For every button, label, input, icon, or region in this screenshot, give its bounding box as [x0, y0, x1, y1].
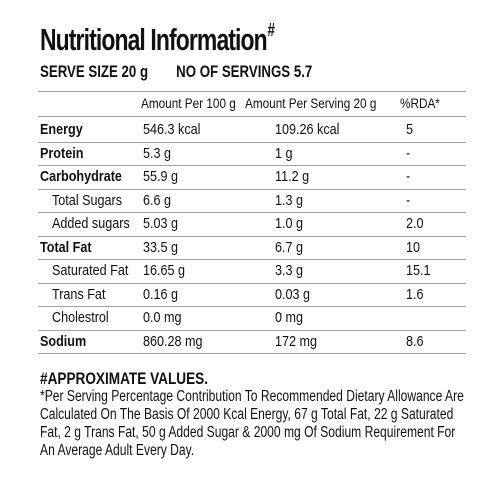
footnote-line: *Per Serving Percentage Contribution To …	[40, 388, 464, 405]
amount-per-100g: 5.03 g	[143, 215, 179, 232]
header-per-serving: Amount Per Serving 20 g	[245, 95, 377, 111]
amount-per-100g: 6.6 g	[143, 191, 172, 209]
amount-per-serving: 6.7 g	[275, 238, 304, 256]
amount-per-serving: 1.3 g	[275, 191, 304, 209]
nutrient-name: Cholestrol	[52, 309, 109, 326]
amount-per-serving: 11.2 g	[275, 168, 310, 185]
nutrient-name: Trans Fat	[52, 285, 106, 303]
table-rule	[38, 306, 466, 307]
table-rule	[38, 91, 466, 92]
nutrient-name: Carbohydrate	[40, 168, 122, 185]
rda-value: -	[406, 144, 411, 162]
table-rule	[38, 329, 466, 331]
table-rule	[38, 259, 466, 260]
nutrient-name: Sodium	[40, 332, 87, 350]
nutrient-name: Added sugars	[52, 215, 130, 232]
footnote-line: Calculated On The Basis Of 2000 Kcal Ene…	[40, 406, 454, 423]
table-rule	[38, 165, 466, 166]
approximate-mark: #	[267, 20, 275, 40]
amount-per-100g: 860.28 mg	[143, 332, 203, 350]
rda-value: -	[406, 191, 411, 209]
rda-value: 1.6	[406, 285, 424, 303]
amount-per-serving: 109.26 kcal	[275, 121, 340, 138]
table-rule	[38, 141, 466, 143]
amount-per-serving: 3.3 g	[275, 262, 304, 279]
table-rule	[38, 353, 466, 354]
footnote-line: Fat, 2 g Trans Fat, 50 g Added Sugar & 2…	[40, 424, 456, 441]
header-rda: %RDA*	[400, 95, 440, 111]
servings-count: NO OF SERVINGS 5.7	[176, 62, 313, 81]
amount-per-serving: 0 mg	[275, 309, 304, 326]
amount-per-100g: 33.5 g	[143, 238, 179, 256]
amount-per-100g: 0.0 mg	[143, 309, 182, 326]
rda-value: 2.0	[406, 215, 424, 232]
table-rule	[38, 116, 466, 117]
amount-per-100g: 5.3 g	[143, 144, 172, 162]
table-rule	[38, 235, 466, 237]
rda-value: -	[406, 168, 411, 185]
nutrient-name: Saturated Fat	[52, 262, 129, 279]
page-title: Nutritional Information#	[40, 20, 275, 57]
amount-per-100g: 546.3 kcal	[143, 121, 201, 138]
header-per-100g: Amount Per 100 g	[141, 95, 236, 111]
table-rule	[38, 212, 466, 213]
rda-value: 8.6	[406, 332, 424, 350]
nutrient-name: Protein	[40, 144, 84, 162]
serving-info: SERVE SIZE 20 g NO OF SERVINGS 5.7	[40, 62, 312, 82]
table-rule	[38, 188, 466, 190]
rda-value: 5	[406, 121, 414, 138]
amount-per-100g: 55.9 g	[143, 168, 179, 185]
table-rule	[38, 282, 466, 284]
amount-per-serving: 0.03 g	[275, 285, 311, 303]
footnote-title: #APPROXIMATE VALUES.	[40, 369, 209, 388]
serve-size: SERVE SIZE 20 g	[40, 62, 149, 81]
nutrient-name: Energy	[40, 121, 83, 138]
nutrient-name: Total Sugars	[52, 191, 123, 209]
rda-value: 10	[406, 238, 421, 256]
amount-per-serving: 172 mg	[275, 332, 318, 350]
amount-per-serving: 1.0 g	[275, 215, 304, 232]
amount-per-100g: 0.16 g	[143, 285, 179, 303]
amount-per-serving: 1 g	[275, 144, 293, 162]
amount-per-100g: 16.65 g	[143, 262, 186, 279]
rda-value: 15.1	[406, 262, 431, 279]
nutrient-name: Total Fat	[40, 238, 92, 256]
footnote-line: An Average Adult Every Day.	[40, 442, 195, 459]
